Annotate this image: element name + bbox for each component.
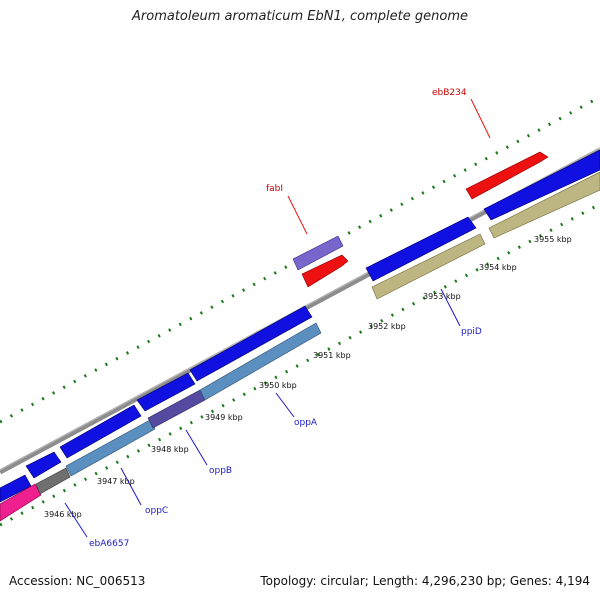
leader-oppB: [185, 429, 208, 466]
leader-oppA: [275, 392, 295, 418]
scale-label: 3949 kbp: [205, 413, 243, 422]
scale-label: 3948 kbp: [151, 445, 189, 454]
inner-tick-ring: [0, 202, 600, 527]
scale-label: 3953 kbp: [423, 292, 461, 301]
leader-ppiD: [440, 288, 461, 327]
leader-oppC: [120, 467, 142, 506]
genome-summary-text: Topology: circular; Length: 4,296,230 bp…: [260, 574, 590, 588]
gene-label-oppA[interactable]: oppA: [294, 418, 318, 428]
gene-oppC-blue[interactable]: [59, 404, 142, 459]
gene-olive-b[interactable]: [488, 171, 600, 239]
leader-fabI: [287, 195, 308, 235]
map-title: Aromatoleum aromaticum EbN1, complete ge…: [132, 9, 468, 24]
scale-labels: 3946 kbp 3947 kbp 3948 kbp 3949 kbp 3950…: [44, 235, 572, 519]
gene-label-oppC[interactable]: oppC: [145, 506, 168, 516]
gene-label-ebB234[interactable]: ebB234: [432, 88, 467, 98]
gene-ppiD-blue[interactable]: [365, 216, 477, 282]
gene-ebA6657-pink[interactable]: [0, 483, 42, 522]
scale-label: 3951 kbp: [313, 351, 351, 360]
scale-label: 3954 kbp: [479, 263, 517, 272]
scale-label: 3955 kbp: [534, 235, 572, 244]
scale-label: 3950 kbp: [259, 381, 297, 390]
gene-label-oppB[interactable]: oppB: [209, 466, 232, 476]
gene-fabI-blue[interactable]: [292, 235, 344, 271]
gene-label-ppiD[interactable]: ppiD: [461, 327, 482, 337]
scale-label: 3947 kbp: [97, 477, 135, 486]
scale-label: 3946 kbp: [44, 510, 82, 519]
leader-ebB234: [470, 98, 491, 139]
gene-ppiD-olive[interactable]: [371, 233, 486, 300]
gene-oppC-steel[interactable]: [65, 419, 156, 477]
gene-blue-b[interactable]: [483, 149, 600, 221]
gene-fabI[interactable]: [301, 254, 349, 288]
gene-oppB-blue[interactable]: [136, 372, 196, 412]
scale-label: 3952 kbp: [368, 322, 406, 331]
gene-grey[interactable]: [35, 467, 71, 495]
gene-label-fabI[interactable]: fabI: [266, 184, 283, 194]
accession-text: Accession: NC_006513: [9, 574, 146, 588]
gene-ebB234[interactable]: [465, 151, 549, 200]
gene-oppA-blue[interactable]: [189, 305, 313, 382]
leader-ebA6657: [64, 502, 88, 538]
gene-oppA-steel[interactable]: [199, 322, 322, 401]
gene-label-ebA6657[interactable]: ebA6657: [89, 539, 129, 549]
gene-blue-a[interactable]: [25, 451, 62, 479]
